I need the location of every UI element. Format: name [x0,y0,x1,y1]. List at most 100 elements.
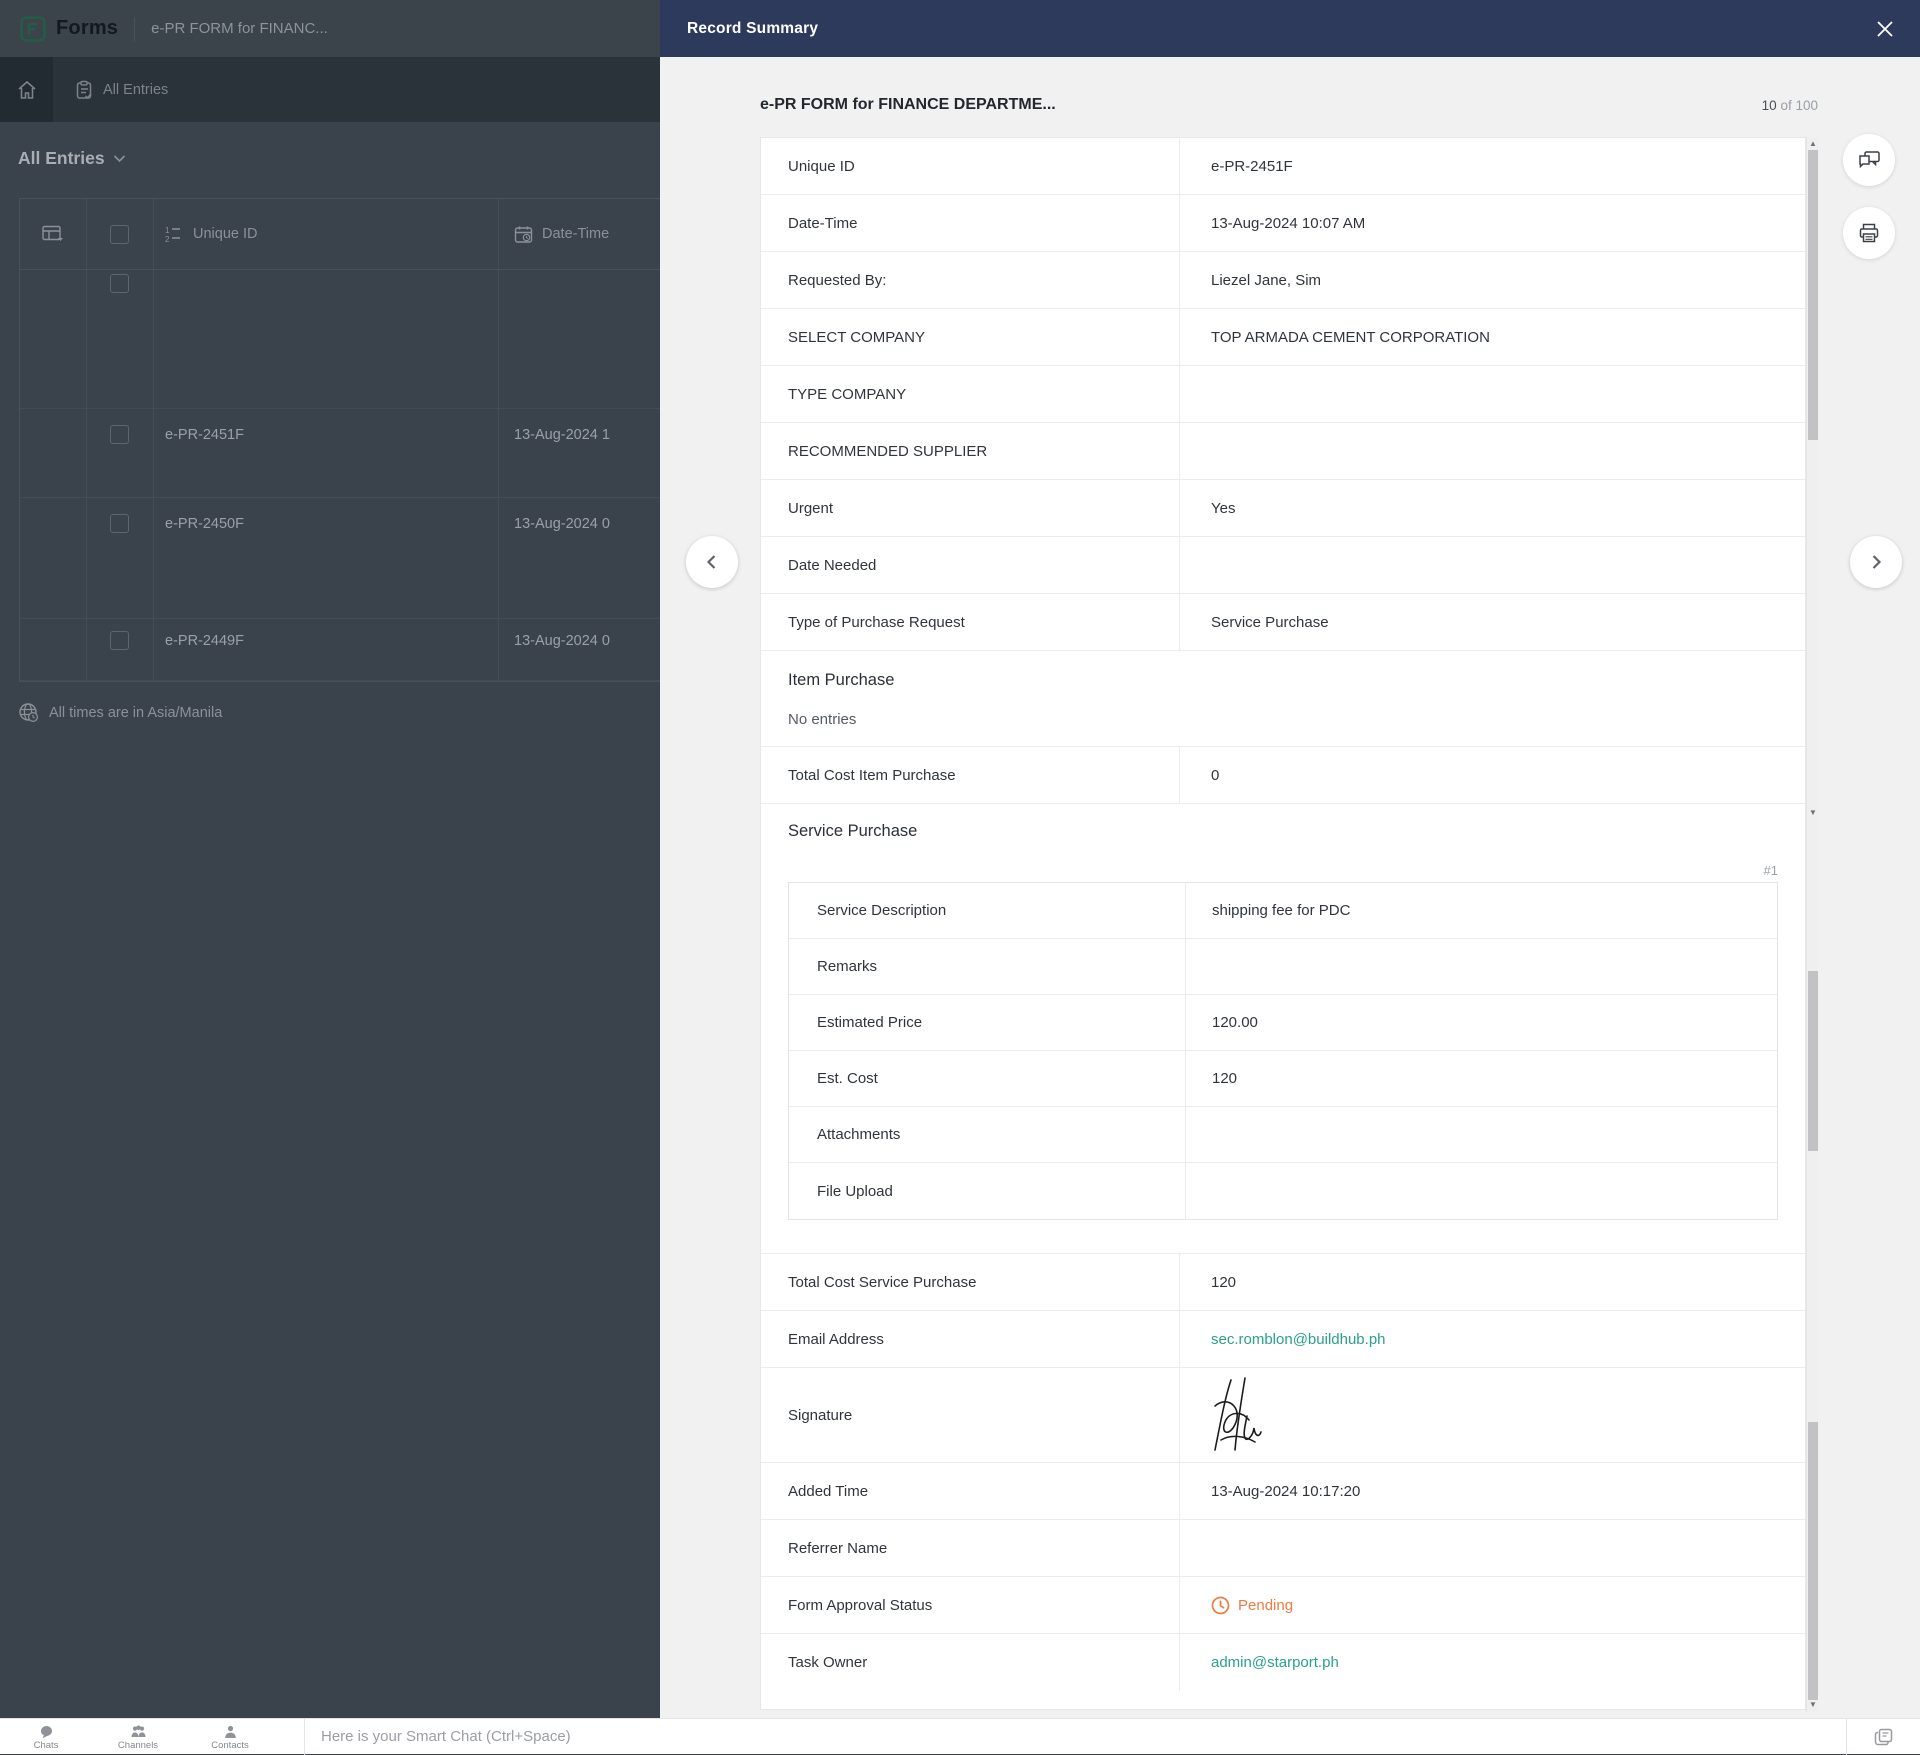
row-date-time: 13-Aug-2024 0 [514,516,610,532]
signature-image [1214,1377,1262,1451]
record-pager: 10 of 100 [1761,97,1818,113]
chevron-down-icon[interactable] [113,154,126,163]
field-label: Date Needed [788,556,877,574]
row-unique-id: e-PR-2450F [165,516,244,532]
overlapping-windows-icon [1874,1728,1893,1745]
next-record-button[interactable] [1850,536,1902,588]
row-checkbox[interactable] [110,425,129,444]
scrollbar-thumb[interactable] [1808,971,1818,1151]
subtable-row: Attachments [789,1107,1777,1163]
field-label: Date-Time [788,214,858,232]
field-value: 13-Aug-2024 10:07 AM [1211,214,1366,232]
row-checkbox[interactable] [110,631,129,650]
previous-record-button[interactable] [686,536,738,588]
select-all-checkbox[interactable] [110,224,129,244]
field-label: Email Address [788,1330,884,1348]
people-group-icon [131,1725,145,1737]
field-value: 0 [1211,766,1220,784]
record-form-title: e-PR FORM for FINANCE DEPARTME... [760,96,1056,113]
comments-button[interactable] [1843,134,1895,186]
record-field-row: Total Cost Item Purchase 0 [761,747,1805,804]
col-header-unique-id[interactable]: Unique ID [193,226,258,242]
record-field-row: Type of Purchase Request Service Purchase [761,594,1805,651]
record-field-row: RECOMMENDED SUPPLIER [761,423,1805,480]
field-label: Est. Cost [817,1070,878,1087]
field-label: Estimated Price [817,1014,923,1031]
dock-item-chats[interactable]: Chats [0,1723,92,1751]
scrollbar-thumb[interactable] [1808,1422,1818,1700]
field-label: RECOMMENDED SUPPLIER [788,442,988,460]
sort-order-icon[interactable]: 1 2 [165,225,183,243]
smart-chat-input[interactable]: Here is your Smart Chat (Ctrl+Space) [321,1728,571,1745]
field-value: shipping fee for PDC [1185,883,1777,938]
field-value: 120.00 [1185,995,1777,1050]
section-empty-note: No entries [788,711,857,728]
print-button[interactable] [1843,207,1895,259]
timezone-note: All times are in Asia/Manila [18,702,222,723]
calendar-icon [514,226,533,243]
field-value: e-PR-2451F [1211,157,1293,175]
record-card: Unique ID e-PR-2451F Date-Time 13-Aug-2024 … [760,137,1806,1710]
field-label: Requested By: [788,271,887,289]
section-title: Service Purchase [788,822,918,840]
row-date-time: 13-Aug-2024 1 [514,427,610,443]
field-value: 13-Aug-2024 10:17:20 [1211,1482,1361,1500]
dock-item-channels[interactable]: Channels [92,1723,184,1751]
field-label: Signature [788,1406,853,1424]
column-settings-icon[interactable] [42,225,64,243]
scroll-up-icon[interactable]: ▲ [1809,139,1817,148]
field-value [1185,1163,1777,1219]
field-label: Total Cost Service Purchase [788,1273,977,1291]
tab-all-entries[interactable]: All Entries [53,57,190,122]
field-label: Remarks [817,958,878,975]
smart-chat-dock: Chats Channels Contacts Here is your Sma… [0,1718,1920,1755]
form-title-breadcrumb: e-PR FORM for FINANC... [151,20,328,37]
record-section: Item Purchase No entries [761,651,1805,747]
scroll-down-icon[interactable]: ▼ [1809,808,1817,817]
field-value: Liezel Jane, Sim [1211,271,1322,289]
field-label: Referrer Name [788,1539,888,1557]
record-summary-modal: Record Summary e-PR FORM for FINANCE DEP… [660,0,1920,1754]
record-field-row: TYPE COMPANY [761,366,1805,423]
row-checkbox[interactable] [110,274,129,293]
field-value: Service Purchase [1211,613,1329,631]
timezone-note-text: All times are in Asia/Manila [49,704,223,721]
field-label: Service Description [817,902,947,919]
dock-item-contacts[interactable]: Contacts [184,1723,276,1751]
record-field-row: SELECT COMPANY TOP ARMADA CEMENT CORPORAT… [761,309,1805,366]
record-scrollbar[interactable]: ▲ ▼ ▼ [1806,137,1818,1712]
subtable-row: Service Description shipping fee for PDC [789,883,1777,939]
field-label: Form Approval Status [788,1596,933,1614]
recent-chats-button[interactable] [1846,1718,1920,1755]
clipboard-icon [76,80,92,99]
field-label: Added Time [788,1482,869,1500]
field-label: Unique ID [788,157,855,175]
record-field-row: Signature [761,1368,1805,1463]
entries-heading: All Entries [18,148,105,168]
row-unique-id: e-PR-2451F [165,427,244,443]
field-value [1185,1107,1777,1162]
chat-icon [40,1725,52,1738]
field-label: Total Cost Item Purchase [788,766,956,784]
record-summary-header: Record Summary [660,0,1920,57]
field-value-link[interactable]: admin@starport.ph [1211,1654,1339,1671]
row-checkbox[interactable] [110,514,129,533]
field-value-link[interactable]: sec.romblon@buildhub.ph [1211,1330,1386,1348]
record-field-row: Referrer Name [761,1520,1805,1577]
svg-text:1: 1 [165,226,170,235]
field-value: Yes [1211,499,1236,517]
record-field-row: Total Cost Service Purchase 120 [761,1254,1805,1311]
status-badge: Pending [1211,1596,1293,1615]
home-icon [17,80,36,99]
scrollbar-thumb[interactable] [1808,150,1818,440]
scroll-down-icon[interactable]: ▼ [1809,1700,1817,1709]
record-field-row: Date-Time 13-Aug-2024 10:07 AM [761,195,1805,252]
field-value [1185,939,1777,994]
col-header-date-time[interactable]: Date-Time [542,226,610,242]
subtable-row: Remarks [789,939,1777,995]
record-field-row: Email Address sec.romblon@buildhub.ph [761,1311,1805,1368]
entries-heading-row: All Entries [18,148,126,169]
home-tab[interactable] [0,57,53,122]
record-field-row: Date Needed [761,537,1805,594]
close-icon[interactable] [1872,16,1898,42]
